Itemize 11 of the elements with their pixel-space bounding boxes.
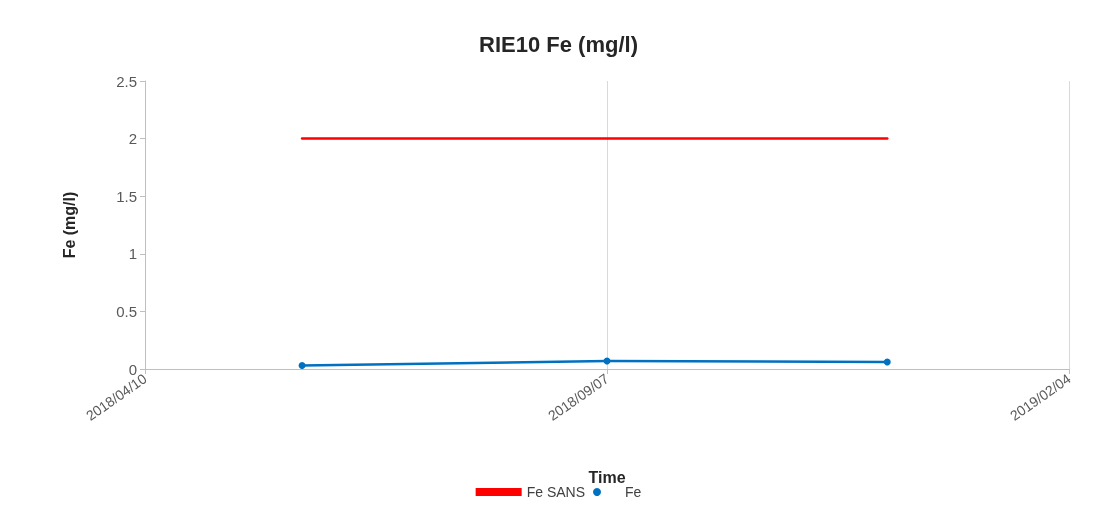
legend-label: Fe — [625, 484, 642, 500]
y-tick-label: 0 — [128, 360, 137, 378]
chart-title: RIE10 Fe (mg/l) — [479, 31, 638, 57]
legend-label: Fe SANS — [526, 484, 586, 500]
x-axis-title: Time — [588, 468, 626, 486]
y-tick-label: 2.5 — [116, 72, 137, 90]
y-tick-label: 2 — [128, 130, 137, 148]
y-tick-label: 0.5 — [116, 302, 137, 320]
y-axis-title: Fe (mg/l) — [60, 191, 78, 259]
y-tick-label: 1 — [128, 245, 137, 263]
y-tick-label: 1.5 — [116, 187, 137, 205]
